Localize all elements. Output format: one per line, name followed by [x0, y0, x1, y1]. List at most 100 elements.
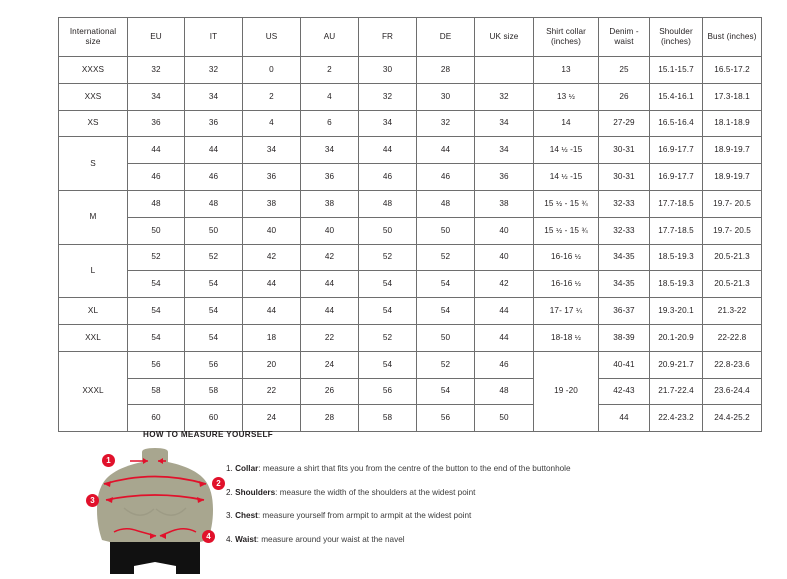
cell-eu: 54 — [127, 323, 185, 352]
cell-eu: 60 — [127, 404, 185, 433]
cell-au: 26 — [300, 377, 359, 406]
cell-it: 46 — [184, 163, 243, 191]
cell-bust: 20.5-21.3 — [702, 270, 762, 299]
cell-au: 38 — [300, 189, 359, 218]
cell-bust: 22.8-23.6 — [702, 350, 762, 379]
cell-shirt-collar: 15 ½ - 15 ¾ — [533, 216, 599, 245]
cell-it: 54 — [184, 270, 243, 299]
cell-denim-waist: 42-43 — [598, 377, 650, 406]
cell-bust: 17.3-18.1 — [702, 82, 762, 111]
cell-denim-waist: 36-37 — [598, 297, 650, 325]
cell-de: 50 — [416, 323, 475, 352]
cell-au: 2 — [300, 56, 359, 84]
cell-shoulder: 20.9-21.7 — [649, 350, 703, 379]
cell-au: 42 — [300, 243, 359, 272]
cell-eu: 50 — [127, 216, 185, 245]
cell-eu: 52 — [127, 243, 185, 272]
cell-uk-size: 50 — [474, 404, 534, 433]
table-row: XXXS 32 32 0 2 30 28 13 25 15.1-15.7 16.5-17.2 — [58, 56, 762, 84]
instruction-text: : measure yourself from armpit to armpit… — [257, 511, 472, 521]
instruction-text: : measure a shirt that fits you from the… — [258, 464, 571, 473]
waist-arrow-left — [160, 533, 166, 539]
column-header-denim-waist: Denim - waist — [598, 17, 650, 57]
cell-uk-size: 38 — [474, 189, 534, 218]
instruction-term: Shoulders — [235, 487, 276, 497]
cell-bust: 16.5-17.2 — [702, 56, 762, 84]
cell-fr: 54 — [358, 350, 417, 379]
table-row: XXXL 56 56 20 24 54 52 46 19 -20 40-41 20.9-21.7 22… — [58, 350, 762, 433]
cell-denim-waist: 32-33 — [598, 189, 650, 218]
collar-arrow-right — [143, 458, 148, 464]
cell-bust: 21.3-22 — [702, 297, 762, 325]
table-row: 60 60 24 28 58 56 50 44 22.4-23.2 24.4-25.2 — [59, 404, 762, 433]
column-header-it: IT — [184, 17, 243, 57]
cell-shoulder: 16.9-17.7 — [649, 136, 703, 165]
cell-it: 60 — [184, 404, 243, 433]
cell-de: 54 — [416, 377, 475, 406]
cell-de: 48 — [416, 189, 475, 218]
cell-shoulder: 15.4-16.1 — [649, 82, 703, 111]
column-header-uk-size: UK size — [474, 17, 534, 57]
cell-bust: 18.1-18.9 — [702, 109, 762, 138]
collar-arrow-left — [158, 458, 163, 464]
instruction-number: 2. — [226, 487, 236, 497]
column-header-au: AU — [300, 17, 359, 57]
cell-eu: 36 — [127, 109, 185, 138]
cell-shoulder: 21.7-22.4 — [649, 377, 703, 406]
cell-fr: 34 — [358, 109, 417, 138]
table-row: 58 58 22 26 56 54 48 42-43 21.7-22.4 23.6-24.4 — [59, 377, 762, 406]
header-line-1: Shoulder — [659, 26, 693, 36]
cell-shoulder: 17.7-18.5 — [649, 189, 703, 218]
cell-eu: 56 — [127, 350, 185, 379]
table-row: S 44 44 34 34 44 44 34 14 ½ -15 30-31 16.9-17.7 18.… — [58, 136, 762, 191]
cell-it: 48 — [184, 189, 243, 218]
cell-de: 46 — [416, 163, 475, 191]
how-to-measure-section: HOW TO MEASURE YOURSELF — [58, 430, 758, 574]
cell-shoulder: 19.3-20.1 — [649, 297, 703, 325]
waist-measure-line-right — [171, 528, 197, 533]
cell-au: 44 — [300, 297, 359, 325]
measure-badge-1: 1 — [102, 454, 115, 467]
cell-bust: 19.7- 20.5 — [702, 216, 762, 245]
chest-contour-left — [123, 507, 155, 516]
cell-us: 36 — [242, 163, 301, 191]
cell-it: 58 — [184, 377, 243, 406]
cell-shoulder: 16.9-17.7 — [649, 163, 703, 191]
cell-us: 44 — [242, 270, 301, 299]
cell-uk-size: 40 — [474, 216, 534, 245]
cell-eu: 54 — [127, 270, 185, 299]
cell-international-size: S — [58, 136, 128, 191]
cell-shirt-collar: 13 — [533, 56, 599, 84]
cell-au: 6 — [300, 109, 359, 138]
cell-uk-size: 46 — [474, 350, 534, 379]
instruction-term: Collar — [235, 464, 259, 473]
cell-us: 18 — [242, 323, 301, 352]
cell-shirt-collar: 14 — [533, 109, 599, 138]
cell-international-size: M — [58, 189, 128, 245]
cell-denim-waist: 40-41 — [598, 350, 650, 379]
cell-shoulder: 17.7-18.5 — [649, 216, 703, 245]
cell-de: 52 — [416, 350, 475, 379]
cell-it: 52 — [184, 243, 243, 272]
column-header-bust: Bust (inches) — [702, 17, 762, 57]
cell-de: 44 — [416, 136, 475, 165]
cell-bust: 20.5-21.3 — [702, 243, 762, 272]
cell-denim-waist: 25 — [598, 56, 650, 84]
cell-fr: 32 — [358, 82, 417, 111]
waist-measure-line-left — [113, 528, 139, 533]
cell-shirt-collar: 16-16 ½ — [533, 243, 599, 272]
cell-us: 0 — [242, 56, 301, 84]
cell-shoulder: 22.4-23.2 — [649, 404, 703, 433]
header-line-1: International — [69, 26, 117, 36]
cell-de: 52 — [416, 243, 475, 272]
header-line-1: Denim - — [609, 26, 639, 36]
cell-it: 50 — [184, 216, 243, 245]
shorts-shape — [110, 542, 200, 574]
cell-fr: 46 — [358, 163, 417, 191]
cell-denim-waist: 27-29 — [598, 109, 650, 138]
cell-shoulder: 18.5-19.3 — [649, 243, 703, 272]
cell-fr: 52 — [358, 243, 417, 272]
cell-bust: 24.4-25.2 — [702, 404, 762, 433]
cell-uk-size: 32 — [474, 82, 534, 111]
waist-arrow-right — [150, 533, 156, 539]
